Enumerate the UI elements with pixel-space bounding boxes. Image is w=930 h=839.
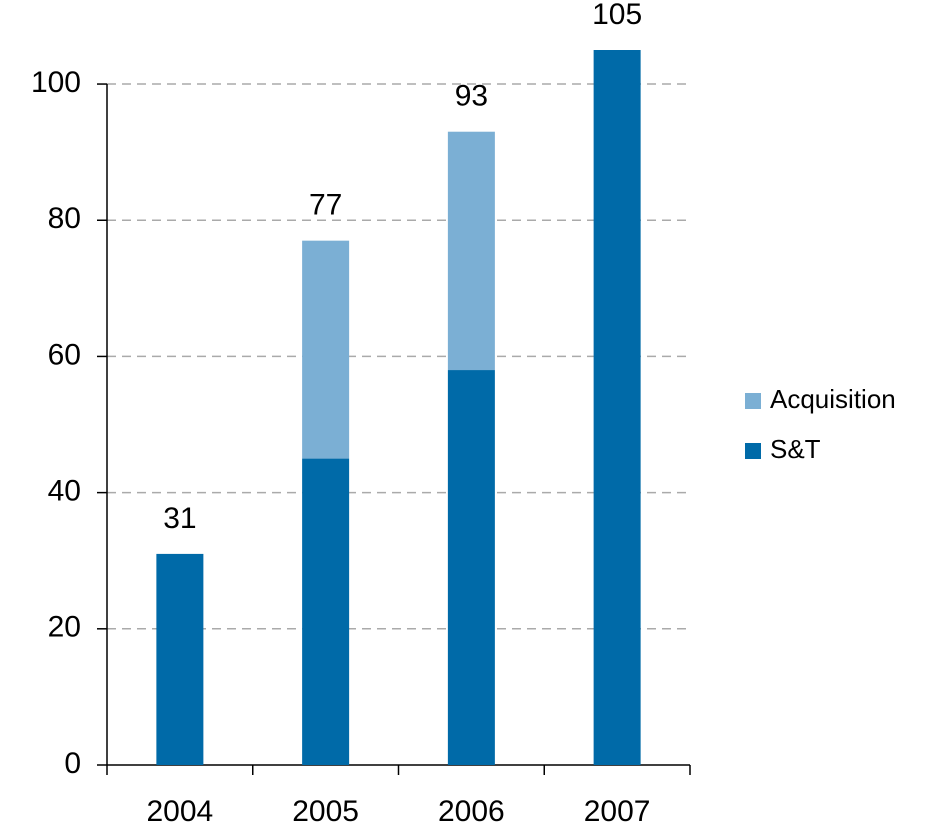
bar-segment bbox=[302, 240, 350, 459]
y-tick-label: 60 bbox=[48, 338, 81, 371]
y-tick-label: 100 bbox=[31, 66, 81, 99]
y-tick-label: 80 bbox=[48, 202, 81, 235]
y-tick-label: 0 bbox=[64, 747, 81, 780]
legend-label: Acquisition bbox=[770, 384, 896, 414]
bar-segment bbox=[302, 458, 350, 765]
y-tick-label: 40 bbox=[48, 475, 81, 508]
bar-segment bbox=[447, 131, 495, 371]
total-label: 93 bbox=[455, 80, 488, 113]
bar-segment bbox=[156, 553, 204, 765]
total-label: 31 bbox=[163, 502, 196, 535]
total-label: 77 bbox=[309, 189, 342, 222]
x-tick-label: 2004 bbox=[147, 795, 214, 828]
y-tick-label: 20 bbox=[48, 611, 81, 644]
legend-label: S&T bbox=[770, 434, 821, 464]
x-tick-label: 2006 bbox=[438, 795, 505, 828]
bar-segment bbox=[447, 370, 495, 765]
bar-segment bbox=[593, 50, 641, 765]
x-tick-label: 2007 bbox=[584, 795, 651, 828]
x-tick-label: 2005 bbox=[292, 795, 359, 828]
total-label: 105 bbox=[592, 0, 642, 31]
legend-swatch bbox=[745, 393, 761, 409]
legend-swatch bbox=[745, 443, 761, 459]
